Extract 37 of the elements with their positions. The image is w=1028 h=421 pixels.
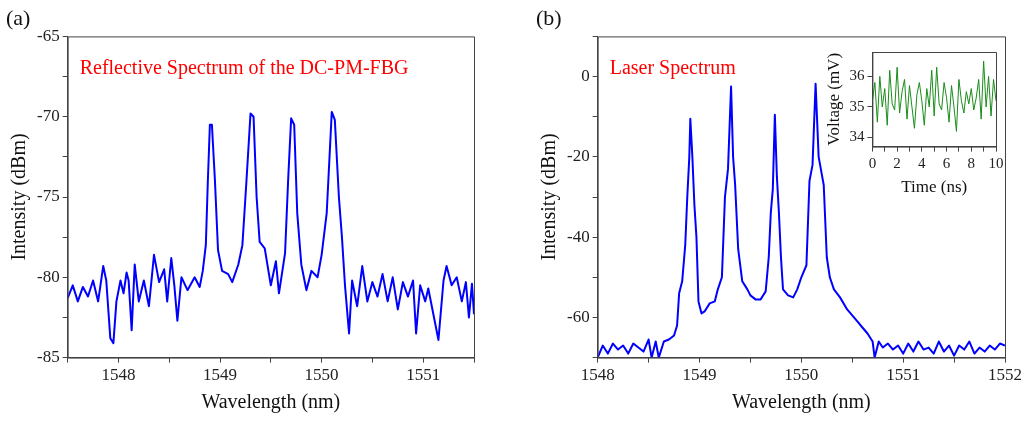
chart-title: (a) [6,4,31,30]
x-tick-label: 1551 [886,365,921,385]
y-tick-label: -40 [566,226,590,246]
y-tick-label: 0 [581,66,590,86]
y-tick-label: -75 [36,186,60,206]
x-axis-title: Time (ns) [901,177,968,197]
x-tick-label: 1548 [101,365,136,385]
y-tick-label: -85 [36,347,60,367]
x-tick-label: 1552 [988,365,1022,385]
y-tick-label: -65 [36,25,60,45]
annotation: Reflective Spectrum of the DC-PM-FBG [79,55,409,79]
x-tick-label: 4 [918,154,927,171]
y-tick-label: 35 [849,97,865,114]
y-tick-label: 36 [849,67,865,84]
x-tick-label: 1549 [682,365,717,385]
x-tick-label: 1550 [784,365,819,385]
y-axis-title: Voltage (mV) [823,52,843,146]
x-tick-label: 8 [967,154,976,171]
x-tick-label: 2 [893,154,901,171]
y-tick-label: -20 [566,146,590,166]
x-axis-title: Wavelength (nm) [731,390,871,414]
y-tick-label: 34 [849,128,865,145]
x-tick-label: 1549 [203,365,238,385]
y-axis-title: Intensity (dBm) [7,133,31,261]
x-tick-label: 1550 [304,365,339,385]
y-axis-title: Intensity (dBm) [537,133,561,261]
y-tick-label: -60 [566,306,590,326]
x-tick-label: 1551 [406,365,441,385]
y-tick-label: -70 [36,106,60,126]
x-tick-label: 0 [868,154,877,171]
x-axis-title: Wavelength (nm) [201,390,341,414]
annotation: Laser Spectrum [609,55,737,79]
y-tick-label: -80 [36,266,60,286]
x-tick-label: 6 [942,154,951,171]
x-tick-label: 10 [988,154,1004,171]
chart-title: (b) [536,4,562,30]
x-tick-label: 1548 [580,365,615,385]
